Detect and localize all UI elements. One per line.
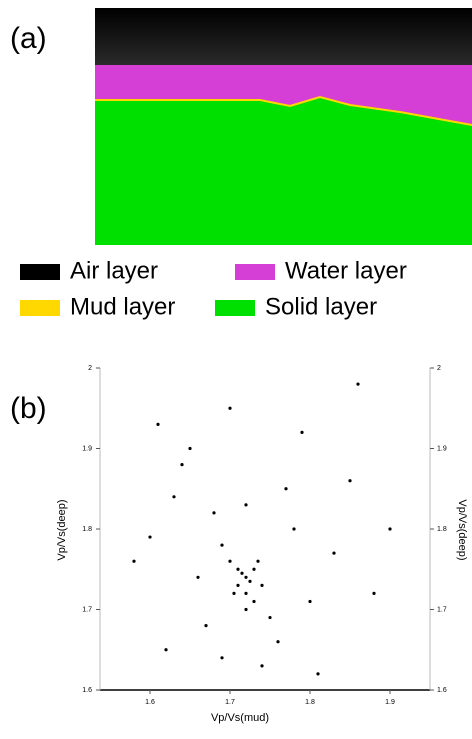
y-tick-label: 2 xyxy=(88,365,92,372)
air-layer xyxy=(95,8,472,65)
point xyxy=(248,580,251,583)
x-tick-label: 1.9 xyxy=(385,699,395,706)
legend: Air layer Water layer Mud layer Solid layer xyxy=(20,257,407,320)
y-tick-label: 1.7 xyxy=(82,606,92,613)
point xyxy=(188,447,191,450)
y-tick-label: 1.9 xyxy=(82,445,92,452)
point xyxy=(308,600,311,603)
legend-label: Water layer xyxy=(285,257,407,284)
panel-label: (b) xyxy=(10,392,47,425)
legend-swatch xyxy=(235,264,275,280)
point xyxy=(244,503,247,506)
y2-tick-label: 1.7 xyxy=(437,606,447,613)
legend-label: Mud layer xyxy=(70,293,175,320)
y2-axis-label: Vp/Vs(deep) xyxy=(456,499,468,560)
legend-label: Solid layer xyxy=(265,293,377,320)
page: {"panel_a": {"label": "(a)", "legend": [… xyxy=(0,0,472,734)
x-tick-label: 1.8 xyxy=(305,699,315,706)
point xyxy=(348,479,351,482)
point xyxy=(232,592,235,595)
point xyxy=(236,584,239,587)
point xyxy=(228,560,231,563)
point xyxy=(300,431,303,434)
x-tick-label: 1.7 xyxy=(225,699,235,706)
point xyxy=(220,544,223,547)
y-tick-label: 1.6 xyxy=(82,687,92,694)
point xyxy=(212,511,215,514)
point xyxy=(332,552,335,555)
panel-label: (a) xyxy=(10,22,47,55)
point xyxy=(196,576,199,579)
point xyxy=(228,407,231,410)
point xyxy=(244,592,247,595)
point xyxy=(372,592,375,595)
point xyxy=(260,664,263,667)
point xyxy=(292,527,295,530)
y2-tick-label: 2 xyxy=(437,365,441,372)
point xyxy=(356,383,359,386)
figure: (a) Air layer Water layer Mud layer Solid l… xyxy=(0,0,472,734)
legend-swatch xyxy=(20,264,60,280)
point xyxy=(276,640,279,643)
y-axis-label: Vp/Vs(deep) xyxy=(56,499,68,560)
point xyxy=(252,600,255,603)
point xyxy=(180,463,183,466)
point xyxy=(252,568,255,571)
point xyxy=(164,648,167,651)
point xyxy=(388,527,391,530)
point xyxy=(172,495,175,498)
point xyxy=(244,576,247,579)
point xyxy=(268,616,271,619)
y-tick-label: 1.8 xyxy=(82,526,92,533)
point xyxy=(204,624,207,627)
point xyxy=(256,560,259,563)
x-axis-label: Vp/Vs(mud) xyxy=(211,712,269,724)
x-tick-label: 1.6 xyxy=(145,699,155,706)
point xyxy=(156,423,159,426)
point xyxy=(132,560,135,563)
point xyxy=(316,672,319,675)
point xyxy=(240,572,243,575)
y2-tick-label: 1.6 xyxy=(437,687,447,694)
layer-model xyxy=(95,8,472,245)
point xyxy=(284,487,287,490)
point xyxy=(220,656,223,659)
point xyxy=(244,608,247,611)
legend-swatch xyxy=(215,300,255,316)
legend-label: Air layer xyxy=(70,257,158,284)
y2-tick-label: 1.9 xyxy=(437,445,447,452)
point xyxy=(260,584,263,587)
point xyxy=(236,568,239,571)
legend-swatch xyxy=(20,300,60,316)
point xyxy=(148,535,151,538)
y2-tick-label: 1.8 xyxy=(437,526,447,533)
